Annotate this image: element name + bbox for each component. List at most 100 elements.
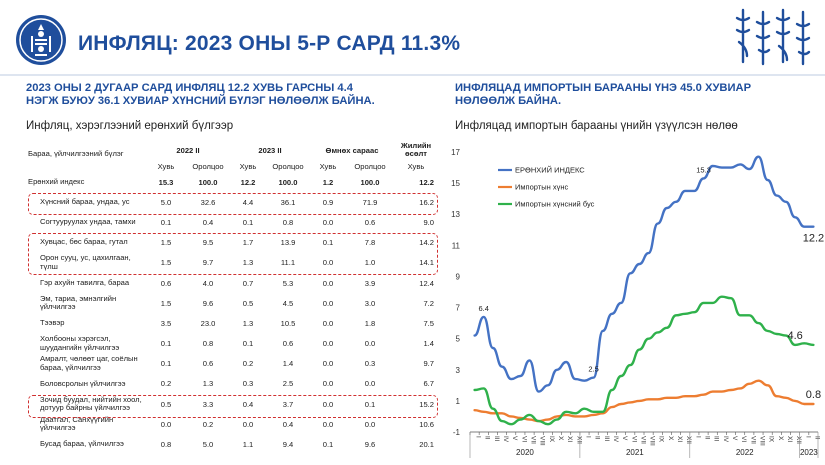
- x-tick-label: IV: [502, 436, 509, 443]
- cell-value: 0.0: [322, 419, 334, 429]
- x-tick-label: VI: [520, 436, 527, 442]
- cell-value: 0.5: [160, 399, 172, 409]
- subcol-header: Хувь: [157, 161, 175, 171]
- cell-value: 0.0: [322, 278, 334, 288]
- cell-value: 100.0: [360, 177, 380, 187]
- x-tick-label: VIII: [649, 436, 656, 446]
- table-row: Тээвэр 3.5 23.0 1.3 10.5 0.0 1.8 7.5: [26, 313, 438, 333]
- cell-value: 71.9: [362, 197, 378, 207]
- x-tick-label: X: [777, 436, 784, 441]
- series-line-1: [473, 155, 815, 393]
- cell-value: 0.0: [322, 217, 334, 227]
- cell-value: 3.3: [202, 399, 214, 409]
- cell-value: 0.0: [322, 298, 334, 308]
- cell-value: 0.0: [322, 379, 334, 389]
- data-label: 4.6: [787, 330, 802, 342]
- y-tick-label: 17: [451, 148, 460, 157]
- y-tick-label: 9: [456, 272, 461, 281]
- x-tick-label: VII: [639, 436, 646, 444]
- cell-value: 4.5: [282, 298, 294, 308]
- row-category: Эм, тариа, эмнэлгийн үйлчилгээ: [40, 293, 117, 312]
- cell-value: 3.5: [160, 318, 172, 328]
- right-subhead: ИНФЛЯЦАД ИМПОРТЫН БАРААНЫ ҮНЭ 45.0 ХУВИА…: [455, 82, 751, 108]
- x-tick-label: XII: [575, 436, 582, 444]
- table-row: Согтууруулах ундаа, тамхи 0.1 0.4 0.1 0.8 0.0…: [26, 212, 438, 232]
- cell-value: 100.0: [278, 177, 298, 187]
- cell-value: 12.4: [419, 278, 434, 288]
- subcol-header: Оролцоо: [272, 161, 304, 171]
- cell-value: 1.4: [282, 359, 294, 369]
- x-tick-label: II: [484, 436, 491, 440]
- cell-value: 23.0: [200, 318, 216, 328]
- cell-value: 7.5: [423, 318, 434, 328]
- cell-value: 2.5: [282, 379, 294, 389]
- data-label: 0.8: [806, 389, 821, 401]
- cell-value: 6.7: [423, 379, 434, 389]
- year-label: 2023: [800, 448, 818, 457]
- x-tick-label: VIII: [758, 436, 765, 446]
- table-row: Холбооны хэрэгсэл, шуудангийн үйлчилгээ 0…: [26, 334, 438, 354]
- cell-value: 0.6: [364, 217, 376, 227]
- cell-value: 12.2: [419, 177, 434, 187]
- legend-label: Импортын хүнсний бус: [515, 200, 595, 209]
- x-tick-label: XI: [566, 436, 573, 442]
- x-tick-label: VII: [530, 436, 537, 444]
- year-label: 2022: [736, 448, 754, 457]
- x-tick-label: VI: [630, 436, 637, 442]
- x-tick-label: XI: [676, 436, 683, 442]
- legend-label: Импортын хүнс: [515, 183, 568, 192]
- table-row: Боловсролын үйлчилгээ 0.2 1.3 0.3 2.5 0.0 0.0 6…: [26, 374, 438, 394]
- row-category: Орон сууц, ус, цахилгаан, түлш: [40, 253, 131, 271]
- data-label: 15.3: [696, 165, 711, 174]
- x-tick-label: V: [511, 436, 518, 441]
- cell-value: 0.0: [160, 419, 172, 429]
- cell-value: 0.7: [242, 278, 254, 288]
- x-tick-label: VII: [749, 436, 756, 444]
- cell-value: 0.4: [282, 419, 294, 429]
- right-subhead-line-1: ИНФЛЯЦАД ИМПОРТЫН БАРААНЫ ҮНЭ 45.0 ХУВИА…: [455, 82, 752, 94]
- cell-value: 4.0: [202, 278, 214, 288]
- cell-value: 15.2: [419, 399, 434, 409]
- series-line-3: [473, 295, 815, 426]
- cell-value: 0.8: [282, 217, 294, 227]
- cell-value: 32.6: [200, 197, 216, 207]
- x-tick-label: II: [594, 436, 601, 440]
- cell-value: 9.5: [202, 238, 214, 248]
- cell-value: 3.0: [364, 298, 376, 308]
- cell-value: 0.2: [160, 379, 172, 389]
- row-category: Тээвэр: [40, 318, 65, 328]
- cell-value: 0.4: [202, 217, 214, 227]
- data-label: 6.4: [479, 304, 489, 313]
- cell-value: 0.1: [160, 339, 172, 349]
- y-tick-label: -1: [453, 428, 461, 437]
- cell-value: 0.4: [242, 399, 254, 409]
- cell-value: 14.1: [419, 258, 434, 268]
- cell-value: 3.9: [364, 278, 376, 288]
- subcol-header: Хувь: [319, 161, 337, 171]
- cell-value: 0.2: [242, 359, 254, 369]
- cell-value: 5.3: [282, 278, 294, 288]
- left-subhead-line-1: 2023 ОНЫ 2 ДУГААР САРД ИНФЛЯЦ 12.2 ХУВЬ …: [26, 82, 353, 94]
- x-tick-label: V: [621, 436, 628, 441]
- cell-value: 14.2: [419, 238, 434, 248]
- highlight-clothing-housing: [28, 233, 438, 275]
- year-label: 2020: [516, 448, 534, 457]
- table-title: Инфляц, хэрэглээний ерөнхий бүлгээр: [26, 120, 234, 132]
- table-row: Орон сууц, ус, цахилгаан, түлш 1.5 9.7 1.3 1…: [26, 253, 438, 273]
- cell-value: 0.1: [242, 217, 254, 227]
- x-tick-label: VI: [740, 436, 747, 442]
- cell-value: 16.2: [419, 197, 434, 207]
- cell-value: 1.1: [242, 440, 254, 450]
- x-tick-label: V: [731, 436, 738, 441]
- cell-value: 10.5: [280, 318, 296, 328]
- x-tick-label: XII: [795, 436, 802, 444]
- mongolian-script-logo-icon: [735, 8, 811, 66]
- row-category: Амралт, чөлөөт цаг, соёлын бараа, үйлчил…: [40, 354, 138, 372]
- data-label: 2.5: [588, 365, 598, 374]
- cell-value: 0.8: [202, 339, 214, 349]
- highlight-food: [28, 193, 438, 215]
- cell-value: 0.6: [202, 359, 214, 369]
- cell-value: 0.0: [364, 419, 376, 429]
- x-tick-label: III: [713, 436, 720, 442]
- cell-value: 9.0: [423, 217, 434, 227]
